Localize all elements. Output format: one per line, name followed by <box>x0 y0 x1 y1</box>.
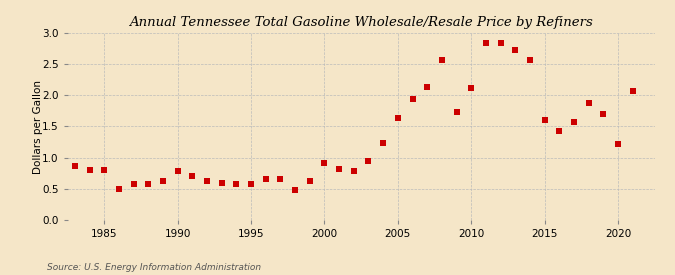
Point <box>539 118 550 122</box>
Point <box>583 101 594 106</box>
Text: Source: U.S. Energy Information Administration: Source: U.S. Energy Information Administ… <box>47 263 261 272</box>
Y-axis label: Dollars per Gallon: Dollars per Gallon <box>32 79 43 174</box>
Point <box>84 167 95 172</box>
Point <box>363 159 374 163</box>
Point <box>275 177 286 182</box>
Point <box>481 41 491 45</box>
Point <box>261 177 271 181</box>
Point <box>437 57 448 62</box>
Point <box>172 169 183 174</box>
Point <box>143 182 154 187</box>
Point <box>333 167 344 171</box>
Point <box>113 187 124 191</box>
Point <box>157 178 168 183</box>
Point <box>466 86 477 90</box>
Point <box>202 179 213 183</box>
Point <box>378 141 389 145</box>
Point <box>128 182 139 187</box>
Point <box>70 164 80 169</box>
Point <box>554 129 565 134</box>
Point <box>187 174 198 178</box>
Point <box>407 97 418 101</box>
Point <box>524 58 535 63</box>
Point <box>348 169 359 173</box>
Point <box>304 179 315 183</box>
Point <box>495 41 506 45</box>
Point <box>290 188 300 192</box>
Point <box>422 84 433 89</box>
Point <box>231 182 242 186</box>
Point <box>392 116 403 120</box>
Point <box>99 167 109 172</box>
Point <box>451 109 462 114</box>
Point <box>246 182 256 186</box>
Point <box>613 142 624 146</box>
Point <box>568 120 579 124</box>
Point <box>598 112 609 116</box>
Point <box>627 89 638 93</box>
Title: Annual Tennessee Total Gasoline Wholesale/Resale Price by Refiners: Annual Tennessee Total Gasoline Wholesal… <box>129 16 593 29</box>
Point <box>216 180 227 185</box>
Point <box>510 48 520 52</box>
Point <box>319 161 330 166</box>
